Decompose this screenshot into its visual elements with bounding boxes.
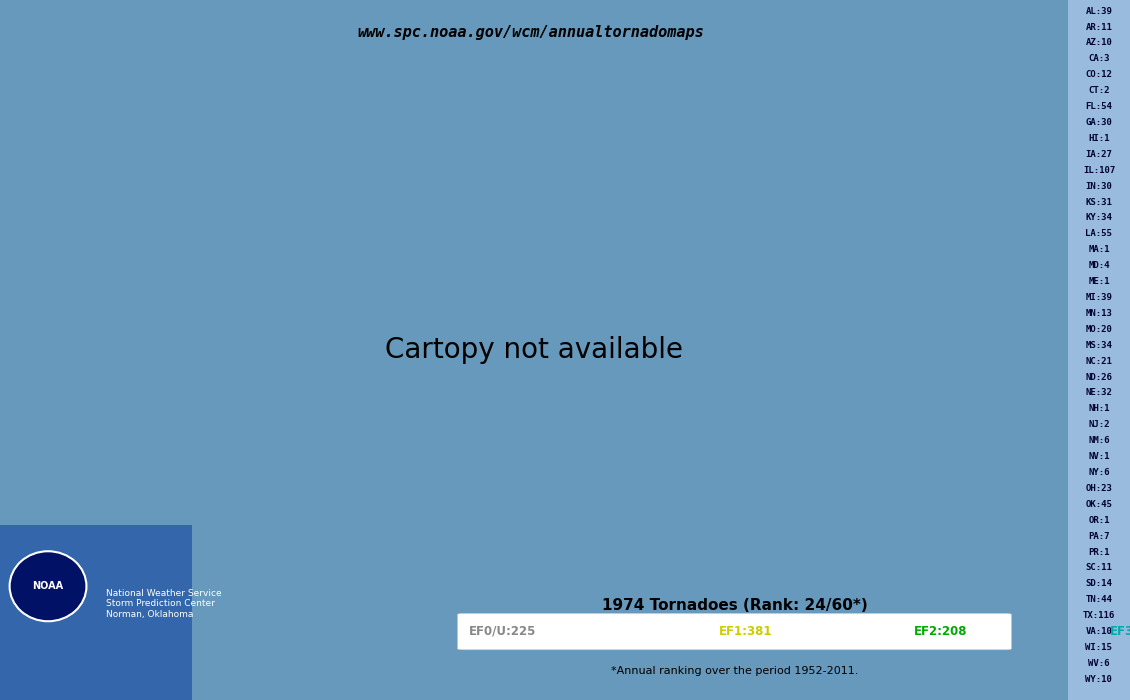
Circle shape: [9, 552, 87, 622]
Text: MN:13: MN:13: [1086, 309, 1112, 318]
Text: Cartopy not available: Cartopy not available: [385, 336, 683, 364]
Text: 1974 Tornadoes (Rank: 24/60*): 1974 Tornadoes (Rank: 24/60*): [601, 598, 868, 613]
Text: PA:7: PA:7: [1088, 531, 1110, 540]
Text: MI:39: MI:39: [1086, 293, 1112, 302]
Text: NE:32: NE:32: [1086, 389, 1112, 398]
Text: CA:3: CA:3: [1088, 55, 1110, 64]
Text: EF2:208: EF2:208: [914, 624, 967, 638]
Text: TX:116: TX:116: [1083, 611, 1115, 620]
Text: NH:1: NH:1: [1088, 405, 1110, 414]
Text: National Weather Service
Storm Prediction Center
Norman, Oklahoma: National Weather Service Storm Predictio…: [106, 589, 221, 619]
Text: IA:27: IA:27: [1086, 150, 1112, 159]
Text: ME:1: ME:1: [1088, 277, 1110, 286]
Text: NV:1: NV:1: [1088, 452, 1110, 461]
Text: EF1:381: EF1:381: [719, 624, 772, 638]
Text: AR:11: AR:11: [1086, 22, 1112, 32]
Text: WV:6: WV:6: [1088, 659, 1110, 668]
Text: WI:15: WI:15: [1086, 643, 1112, 652]
Text: IL:107: IL:107: [1083, 166, 1115, 175]
Text: SC:11: SC:11: [1086, 564, 1112, 573]
Text: NM:6: NM:6: [1088, 436, 1110, 445]
Text: LA:55: LA:55: [1086, 230, 1112, 239]
FancyBboxPatch shape: [458, 613, 1011, 650]
Text: MD:4: MD:4: [1088, 261, 1110, 270]
Text: OH:23: OH:23: [1086, 484, 1112, 493]
Text: OK:45: OK:45: [1086, 500, 1112, 509]
Text: NC:21: NC:21: [1086, 356, 1112, 365]
Text: MO:20: MO:20: [1086, 325, 1112, 334]
Text: NJ:2: NJ:2: [1088, 420, 1110, 429]
Text: CO:12: CO:12: [1086, 70, 1112, 79]
Text: OR:1: OR:1: [1088, 516, 1110, 525]
Text: EF0/U:225: EF0/U:225: [469, 624, 537, 638]
Text: KS:31: KS:31: [1086, 197, 1112, 206]
Text: PR:1: PR:1: [1088, 547, 1110, 556]
Text: AZ:10: AZ:10: [1086, 38, 1112, 48]
Text: MS:34: MS:34: [1086, 341, 1112, 350]
Text: CT:2: CT:2: [1088, 86, 1110, 95]
Text: HI:1: HI:1: [1088, 134, 1110, 143]
Text: FL:54: FL:54: [1086, 102, 1112, 111]
Text: AL:39: AL:39: [1086, 6, 1112, 15]
Text: GA:30: GA:30: [1086, 118, 1112, 127]
Text: SD:14: SD:14: [1086, 580, 1112, 589]
Text: ND:26: ND:26: [1086, 372, 1112, 382]
Text: www.spc.noaa.gov/wcm/annualtornadomaps: www.spc.noaa.gov/wcm/annualtornadomaps: [358, 25, 704, 39]
Text: WY:10: WY:10: [1086, 675, 1112, 684]
Text: VA:10: VA:10: [1086, 627, 1112, 636]
Text: TN:44: TN:44: [1086, 595, 1112, 604]
Text: EF3:95: EF3:95: [1110, 624, 1130, 638]
Text: KY:34: KY:34: [1086, 214, 1112, 223]
Text: NY:6: NY:6: [1088, 468, 1110, 477]
Text: NOAA: NOAA: [33, 581, 63, 592]
Text: IN:30: IN:30: [1086, 181, 1112, 190]
Text: MA:1: MA:1: [1088, 245, 1110, 254]
Text: *Annual ranking over the period 1952-2011.: *Annual ranking over the period 1952-201…: [611, 666, 858, 676]
